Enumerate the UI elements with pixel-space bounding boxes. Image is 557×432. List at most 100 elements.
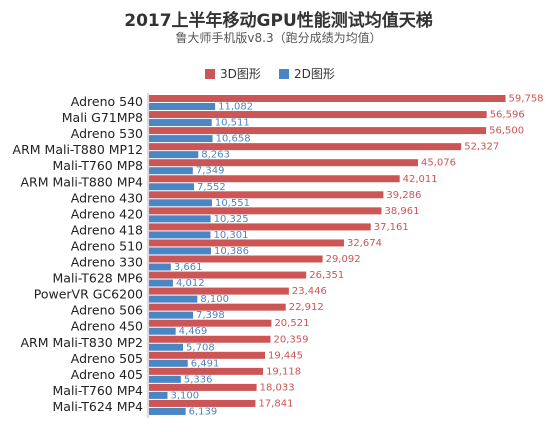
- bar-2d: [149, 343, 184, 351]
- category-label: Adreno 540: [71, 94, 143, 109]
- chart-subtitle: 鲁大师手机版v8.3（跑分成绩为均值）: [175, 31, 382, 45]
- category-label: ARM Mali-T880 MP4: [21, 174, 144, 189]
- bar-2d: [149, 167, 193, 175]
- bar-2d: [149, 311, 194, 319]
- category-label: Adreno 505: [71, 351, 143, 366]
- data-label-3d: 56,500: [489, 126, 524, 137]
- bar-2d: [149, 103, 216, 110]
- bar-3d: [149, 367, 264, 375]
- legend-item-3d: 3D图形: [205, 65, 261, 82]
- data-label-2d: 10,658: [216, 134, 251, 145]
- bar-2d: [149, 247, 211, 255]
- data-label-2d: 10,301: [213, 230, 248, 241]
- bar-3d: [149, 239, 344, 247]
- bar-3d: [149, 255, 323, 263]
- data-label-2d: 10,325: [214, 214, 249, 225]
- category-label: Mali-T624 MP4: [53, 399, 144, 414]
- data-label-2d: 7,349: [196, 166, 225, 177]
- bar-2d: [149, 151, 199, 159]
- legend: 3D图形 2D图形: [0, 65, 557, 81]
- category-label: Adreno 450: [71, 319, 143, 334]
- data-label-3d: 20,359: [273, 334, 308, 345]
- category-label: Adreno 530: [71, 126, 143, 141]
- category-label: Adreno 420: [71, 206, 143, 221]
- category-label: Mali-T760 MP8: [53, 158, 144, 173]
- data-label-2d: 7,552: [197, 182, 226, 193]
- chart-title: 2017上半年移动GPU性能测试均值天梯: [124, 11, 433, 31]
- legend-label-2d: 2D图形: [294, 67, 335, 81]
- data-label-3d: 38,961: [384, 206, 419, 217]
- data-label-3d: 17,841: [258, 398, 293, 409]
- category-label: Adreno 430: [71, 190, 143, 205]
- data-label-2d: 10,386: [214, 246, 249, 257]
- data-label-3d: 45,076: [421, 158, 456, 169]
- data-label-2d: 4,012: [176, 278, 205, 289]
- bar-2d: [149, 407, 186, 415]
- category-label: Mali G71MP8: [62, 110, 143, 125]
- data-label-2d: 8,100: [200, 294, 229, 305]
- data-label-3d: 32,674: [347, 238, 382, 249]
- bar-3d: [149, 383, 257, 391]
- data-label-2d: 7,398: [196, 310, 225, 321]
- category-label: ARM Mali-T880 MP12: [13, 142, 143, 157]
- legend-label-3d: 3D图形: [220, 67, 261, 81]
- category-label: Adreno 506: [71, 303, 143, 318]
- data-label-2d: 11,082: [218, 102, 253, 113]
- data-label-2d: 3,661: [174, 262, 203, 273]
- bar-3d: [149, 143, 462, 151]
- category-label: Mali-T760 MP4: [53, 383, 144, 398]
- category-label: Adreno 418: [71, 222, 143, 237]
- bar-2d: [149, 119, 212, 127]
- data-label-2d: 10,551: [215, 198, 250, 209]
- data-label-3d: 29,092: [326, 254, 361, 265]
- bar-3d: [149, 223, 371, 231]
- data-label-2d: 10,511: [215, 118, 250, 129]
- data-label-3d: 19,118: [266, 366, 301, 377]
- bar-3d: [149, 191, 384, 199]
- data-label-3d: 19,445: [268, 350, 303, 361]
- data-label-3d: 37,161: [374, 222, 409, 233]
- data-label-3d: 56,596: [490, 110, 525, 121]
- category-label: Adreno 330: [71, 255, 143, 270]
- bar-3d: [149, 127, 487, 135]
- bar-2d: [149, 263, 171, 271]
- bar-3d: [149, 319, 272, 327]
- legend-item-2d: 2D图形: [279, 65, 335, 82]
- data-label-2d: 6,491: [191, 358, 220, 369]
- bar-3d: [149, 175, 400, 183]
- data-label-3d: 22,912: [289, 302, 324, 313]
- bar-3d: [149, 207, 382, 215]
- bar-2d: [149, 183, 195, 191]
- bar-3d: [149, 287, 289, 295]
- bar-3d: [149, 271, 307, 279]
- data-label-3d: 20,521: [274, 318, 309, 329]
- data-label-2d: 4,469: [179, 326, 208, 337]
- bar-2d: [149, 295, 198, 303]
- category-label: Adreno 510: [71, 238, 143, 253]
- bar-3d: [149, 303, 286, 311]
- legend-swatch-2d: [279, 68, 289, 79]
- bar-2d: [149, 231, 211, 239]
- bar-2d: [149, 375, 181, 383]
- data-label-2d: 6,139: [189, 406, 218, 417]
- data-label-3d: 26,351: [309, 270, 344, 281]
- category-label: ARM Mali-T830 MP2: [21, 335, 144, 350]
- bar-3d: [149, 111, 487, 119]
- bar-2d: [149, 135, 213, 143]
- bar-3d: [149, 351, 266, 359]
- bar-2d: [149, 199, 212, 207]
- category-label: Adreno 405: [71, 367, 143, 382]
- bar-2d: [149, 215, 211, 223]
- data-label-3d: 18,033: [260, 382, 295, 393]
- data-label-3d: 42,011: [403, 174, 438, 185]
- data-label-2d: 8,263: [201, 150, 230, 161]
- data-label-3d: 23,446: [292, 286, 327, 297]
- category-label: PowerVR GC6200: [34, 287, 143, 302]
- bar-3d: [149, 399, 256, 407]
- data-label-2d: 3,100: [170, 390, 199, 401]
- bar-2d: [149, 359, 188, 367]
- data-label-3d: 52,327: [464, 142, 499, 153]
- data-label-2d: 5,336: [184, 374, 213, 385]
